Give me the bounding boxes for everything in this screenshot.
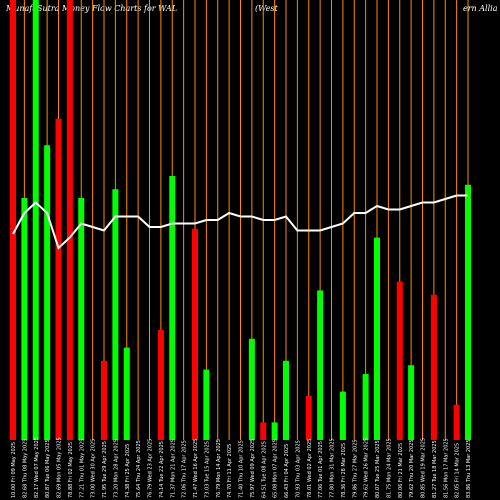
money-flow-bar: [362, 374, 369, 440]
price-line: [12, 194, 468, 250]
chart-title: MunafaSutra Money Flow Charts for WAL: [6, 4, 178, 13]
x-tick-label: 82.17 Wed 07 May 2025: [34, 437, 40, 498]
chart-title-company: (West: [255, 4, 278, 13]
x-tick-label: 82.05 Fri 14 Mar 2025: [455, 443, 461, 498]
x-tick-label: 74.38 Fri 25 Apr 2025: [125, 444, 131, 498]
money-flow-bar: [78, 198, 85, 440]
money-flow-bar: [66, 0, 73, 440]
money-flow-bar: [305, 396, 312, 440]
money-flow-bar: [317, 290, 324, 440]
money-flow-bar: [248, 338, 255, 440]
money-flow-bar: [21, 198, 28, 440]
x-tick-label: 82.69 Mon 05 May 2025: [57, 437, 63, 498]
x-tick-label: 71.40 Thu 10 Apr 2025: [239, 440, 245, 498]
money-flow-bar: [260, 422, 267, 440]
x-tick-label: 78.36 Fri 28 Mar 2025: [341, 443, 347, 498]
chart-title-company-cont: ern Allia: [463, 4, 498, 13]
x-tick-label: 75.97 Wed 09 Apr 2025: [250, 439, 256, 498]
x-tick-label: 79.62 Wed 26 Mar 2025: [364, 438, 370, 498]
x-tick-label: 79.62 Thu 20 Mar 2025: [409, 439, 415, 498]
x-tick-label: 80.87 Tue 06 May 2025: [45, 439, 51, 498]
money-flow-bar: [192, 228, 198, 440]
money-flow-bar: [465, 184, 471, 440]
x-tick-label: 79.86 Thu 27 Mar 2025: [352, 439, 358, 498]
money-flow-bar: [169, 176, 176, 440]
x-tick-label: 80.85 Wed 19 Mar 2025: [421, 438, 427, 498]
money-flow-bar: [123, 347, 130, 440]
x-tick-label: 74.70 Fri 11 Apr 2025: [227, 444, 233, 498]
x-tick-label: 65.08 Mon 07 Apr 2025: [273, 439, 279, 498]
money-flow-bar: [44, 145, 51, 440]
money-flow-bar: [203, 369, 210, 440]
money-flow-bar-upper: [10, 0, 16, 30]
x-tick-label: 81.27 Tue 18 Mar 2025: [432, 440, 438, 498]
x-tick-label: 81.75 Mon 24 Mar 2025: [386, 438, 392, 498]
x-tick-label: 76.79 Wed 23 Apr 2025: [148, 439, 154, 498]
x-tick-label: 77.06 Tue 01 Apr 2025: [318, 441, 324, 498]
x-tick-label: 81.56 Mon 17 Mar 2025: [443, 438, 449, 498]
money-flow-bar: [396, 281, 403, 440]
money-flow-bar: [32, 0, 39, 440]
money-flow-bar: [101, 360, 107, 440]
x-tick-label: 66.43 Fri 04 Apr 2025: [284, 444, 290, 498]
money-flow-bar: [339, 391, 346, 440]
x-tick-label: 75.64 Thu 24 Apr 2025: [136, 440, 142, 498]
x-tick-label: 73.00 Wed 30 Apr 2025: [91, 439, 97, 498]
x-tick-label: 70.93 Thu 03 Apr 2025: [295, 440, 301, 498]
money-flow-bar: [157, 330, 164, 440]
x-tick-label: 77.21 Thu 01 May 2025: [79, 439, 85, 499]
x-tick-label: 73.20 Mon 28 Apr 2025: [113, 439, 119, 498]
x-tick-label: 74.14 Tue 22 Apr 2025: [159, 441, 165, 498]
money-flow-bar: [374, 237, 380, 440]
money-flow-bar: [453, 404, 460, 440]
x-tick-label: 72.06 Thu 17 Apr 2025: [182, 440, 188, 498]
x-tick-label: 80.07 Tue 25 Mar 2025: [375, 440, 381, 498]
x-tick-label: 82.68 Thu 08 May 2025: [22, 439, 28, 499]
money-flow-bar: [10, 0, 16, 440]
x-tick-label: 78.88 Fri 02 May 2025: [68, 442, 74, 498]
money-flow-bar: [408, 365, 415, 440]
x-tick-label: 73.03 Tue 15 Apr 2025: [204, 441, 210, 498]
money-flow-bar: [112, 189, 119, 440]
x-tick-label: 78.01 Wed 02 Apr 2025: [307, 439, 313, 498]
x-tick-label: 77.80 Mon 31 Mar 2025: [330, 438, 336, 498]
money-flow-bar: [430, 294, 437, 440]
x-tick-label: 64.51 Tue 08 Apr 2025: [261, 441, 267, 498]
x-tick-label: 71.37 Mon 21 Apr 2025: [170, 439, 176, 498]
money-flow-bar: [283, 360, 289, 440]
money-flow-bar: [55, 118, 62, 441]
money-flow-bar: [271, 422, 278, 440]
x-tick-label: 71.95 Tue 29 Apr 2025: [102, 441, 108, 498]
x-tick-label: 10.00 Fri 09 May 2025: [11, 442, 17, 498]
x-tick-label: 71.47 Wed 16 Apr 2025: [193, 439, 199, 498]
x-tick-label: 83.86 Thu 13 Mar 2025: [466, 439, 472, 498]
x-tick-label: 80.06 Fri 21 Mar 2025: [398, 443, 404, 498]
x-tick-label: 76.79 Mon 14 Apr 2025: [216, 439, 222, 498]
